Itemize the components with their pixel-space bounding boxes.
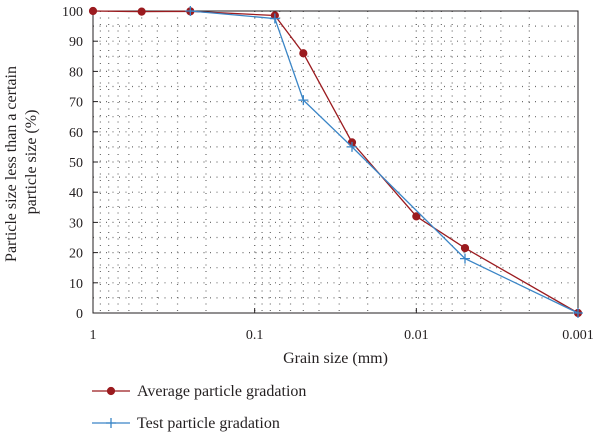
series-2: [185, 6, 583, 318]
y-axis-label: Particle size less than a certain partic…: [3, 62, 40, 262]
legend-marker: [106, 386, 116, 396]
legend: Average particle gradation Test particle …: [92, 383, 306, 432]
data-point: [460, 243, 470, 253]
legend-label: Test particle gradation: [137, 415, 280, 432]
legend-label: Average particle gradation: [137, 383, 306, 400]
x-tick-label: 0.001: [562, 328, 594, 343]
y-axis-label-line-1: Particle size less than a certain: [3, 66, 20, 262]
x-tick-label: 0.01: [404, 328, 429, 343]
y-axis-label-line-2: particle size (%): [23, 110, 40, 215]
data-point: [88, 6, 98, 16]
y-tick-label: 90: [69, 35, 83, 50]
data-point: [460, 253, 470, 264]
data-point: [137, 7, 146, 16]
series-layer: [88, 6, 583, 318]
data-point: [573, 308, 583, 318]
plot-frame: [92, 10, 579, 314]
grid: [93, 11, 578, 313]
data-point: [185, 6, 196, 16]
legend-item: Test particle gradation: [92, 415, 280, 432]
data-point: [412, 212, 421, 221]
series-1: [88, 6, 583, 318]
y-tick-label: 70: [69, 96, 83, 111]
data-point: [299, 49, 308, 58]
y-tick-label: 10: [69, 277, 83, 292]
legend-marker: [106, 418, 116, 428]
data-point: [347, 141, 357, 152]
x-axis-label: Grain size (mm): [283, 350, 388, 367]
series-line: [190, 10, 579, 314]
y-tick-label: 80: [69, 65, 83, 80]
y-tick-label: 100: [62, 5, 83, 20]
y-tick-label: 40: [69, 186, 83, 201]
legend-item: Average particle gradation: [92, 383, 306, 400]
y-tick-label: 30: [69, 216, 83, 231]
x-tick-label: 0.1: [246, 328, 264, 343]
axis-ticks: 0 10 20 30 40 50 60 70 80 90 100 1 0.1 0.01 0.001: [62, 5, 594, 343]
y-tick-label: 60: [69, 126, 83, 141]
x-tick-label: 1: [90, 328, 97, 343]
data-point: [298, 95, 309, 106]
series-line: [92, 10, 579, 314]
y-tick-label: 50: [69, 156, 83, 171]
data-point: [269, 13, 280, 24]
y-tick-label: 20: [69, 247, 83, 262]
y-tick-label: 0: [76, 307, 83, 322]
